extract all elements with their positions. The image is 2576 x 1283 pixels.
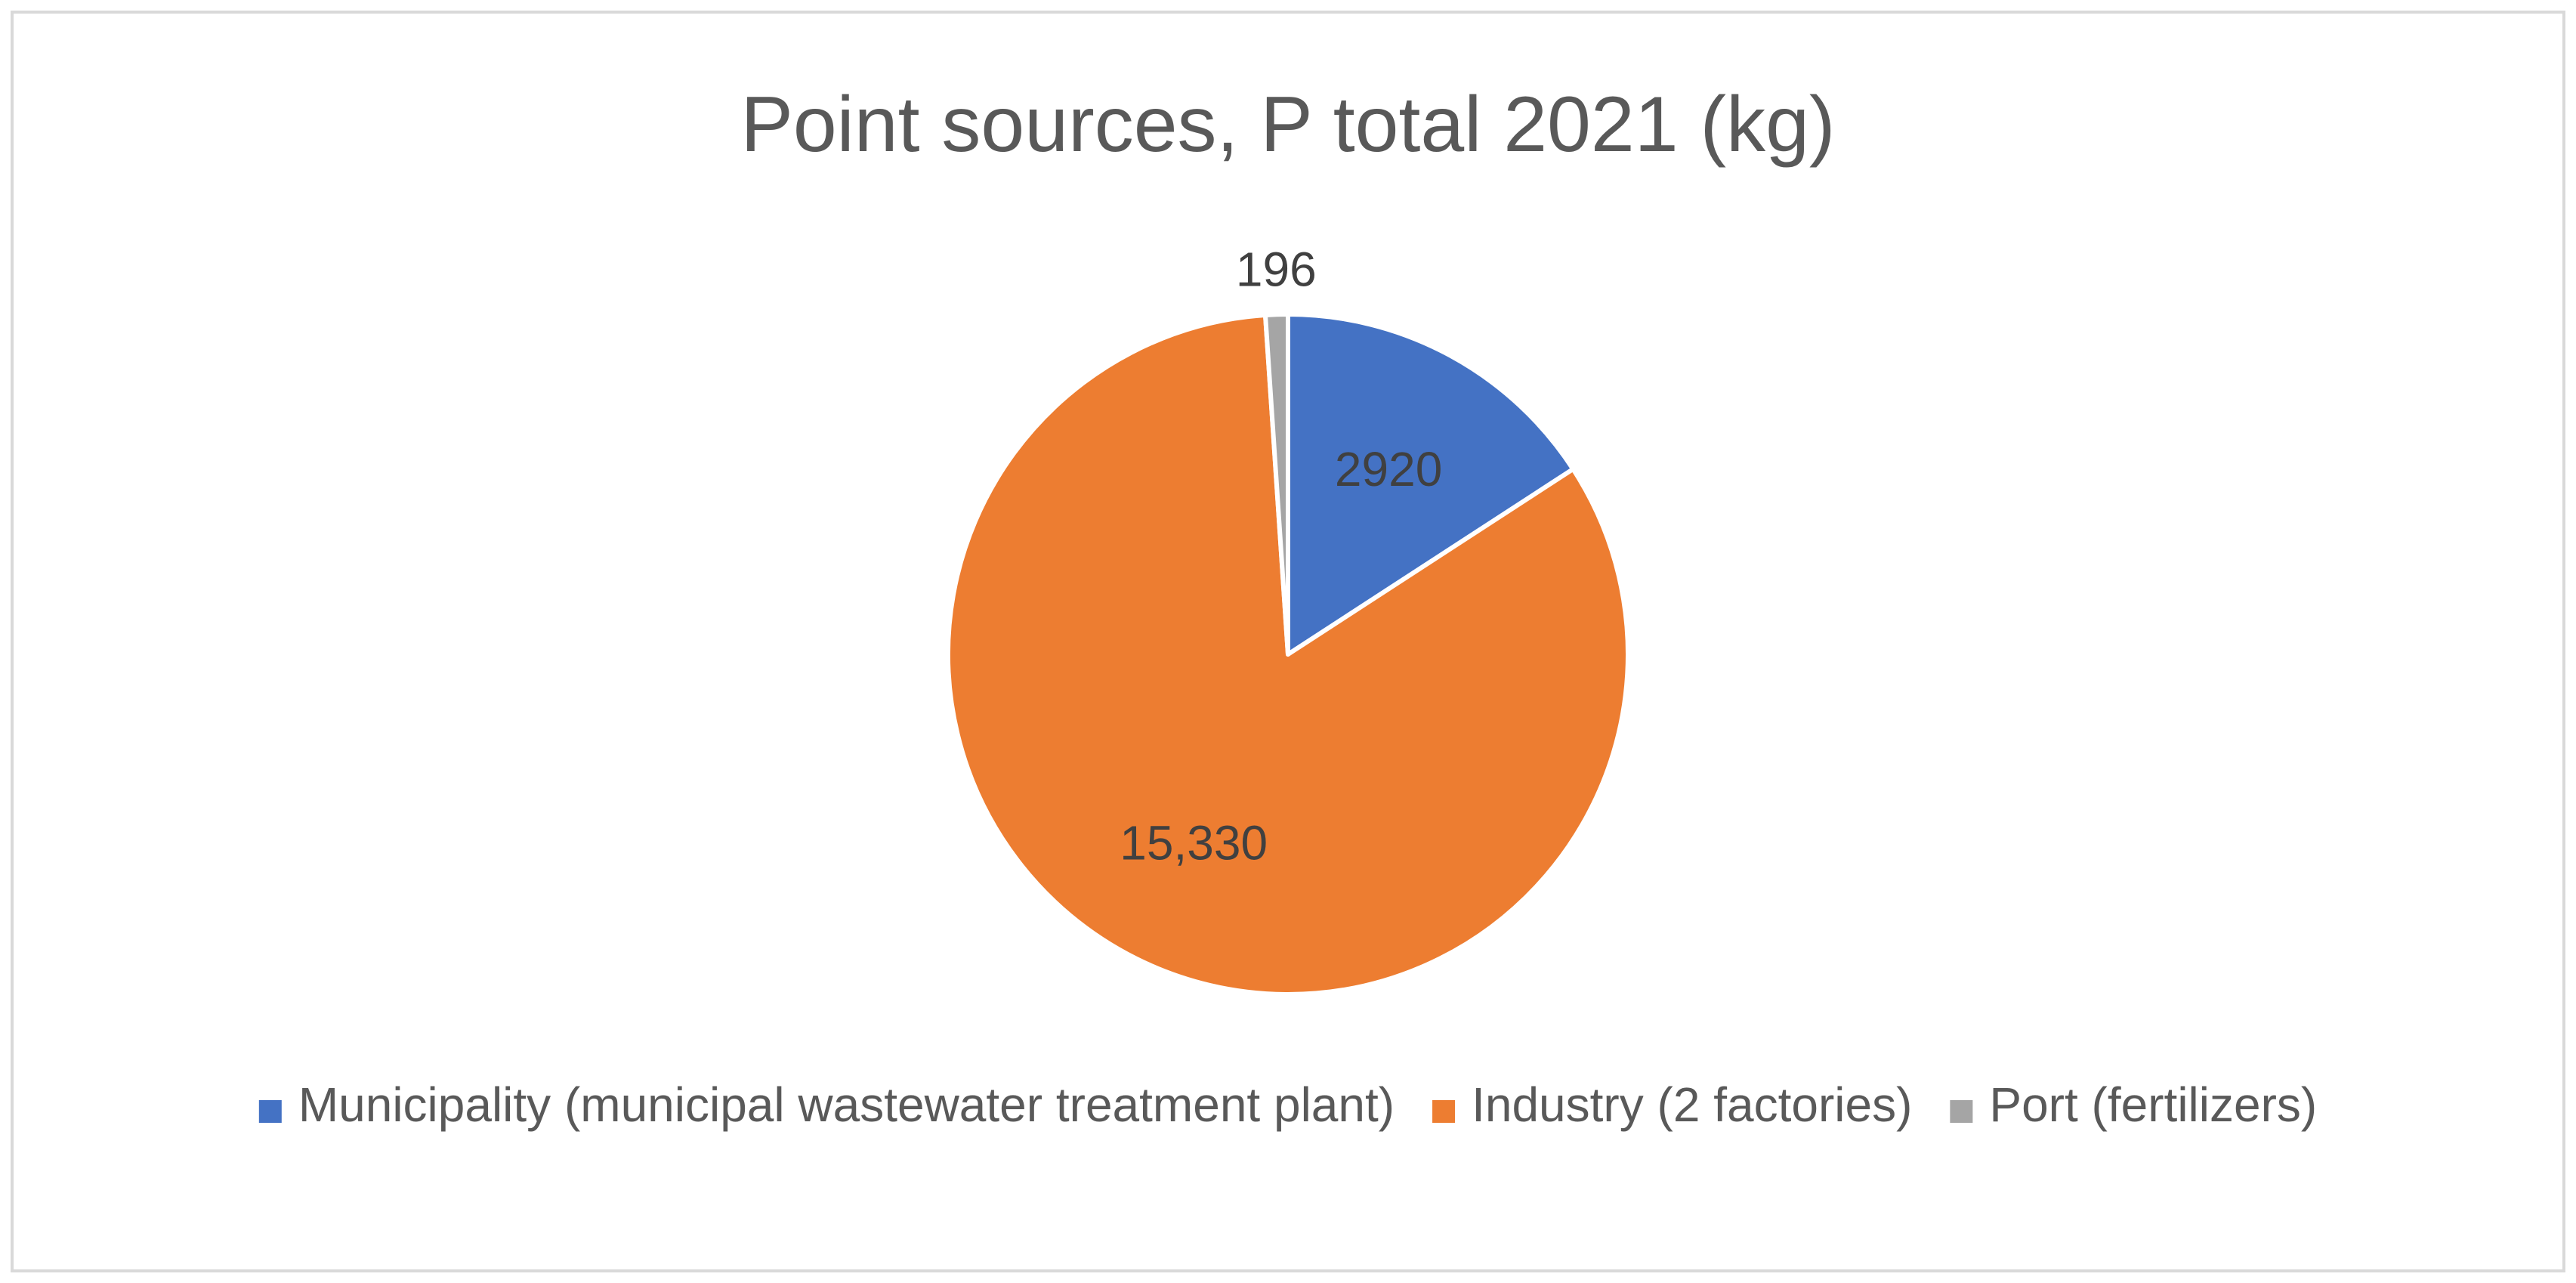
legend-swatch (1950, 1100, 1973, 1123)
data-label-port: 196 (1236, 242, 1317, 296)
data-label-municipality: 2920 (1335, 442, 1442, 496)
legend-item-industry: Industry (2 factories) (1432, 1077, 1912, 1132)
legend-label: Port (fertilizers) (1989, 1077, 2317, 1132)
data-label-industry: 15,330 (1120, 816, 1268, 870)
legend-item-municipality: Municipality (municipal wastewater treat… (258, 1077, 1395, 1132)
legend-label: Municipality (municipal wastewater treat… (298, 1077, 1395, 1132)
legend-swatch (258, 1100, 282, 1123)
pie-data-labels: 2920 15,330 196 (1120, 242, 1442, 870)
pie-slices (946, 312, 1630, 997)
legend-swatch (1432, 1100, 1456, 1123)
legend-label: Industry (2 factories) (1472, 1077, 1912, 1132)
legend-item-port: Port (fertilizers) (1950, 1077, 2317, 1132)
chart-title: Point sources, P total 2021 (kg) (740, 81, 1835, 168)
pie-slice-municipality (1286, 312, 1576, 657)
pie-slice-port (1262, 312, 1290, 657)
legend: Municipality (municipal wastewater treat… (258, 1077, 2317, 1132)
